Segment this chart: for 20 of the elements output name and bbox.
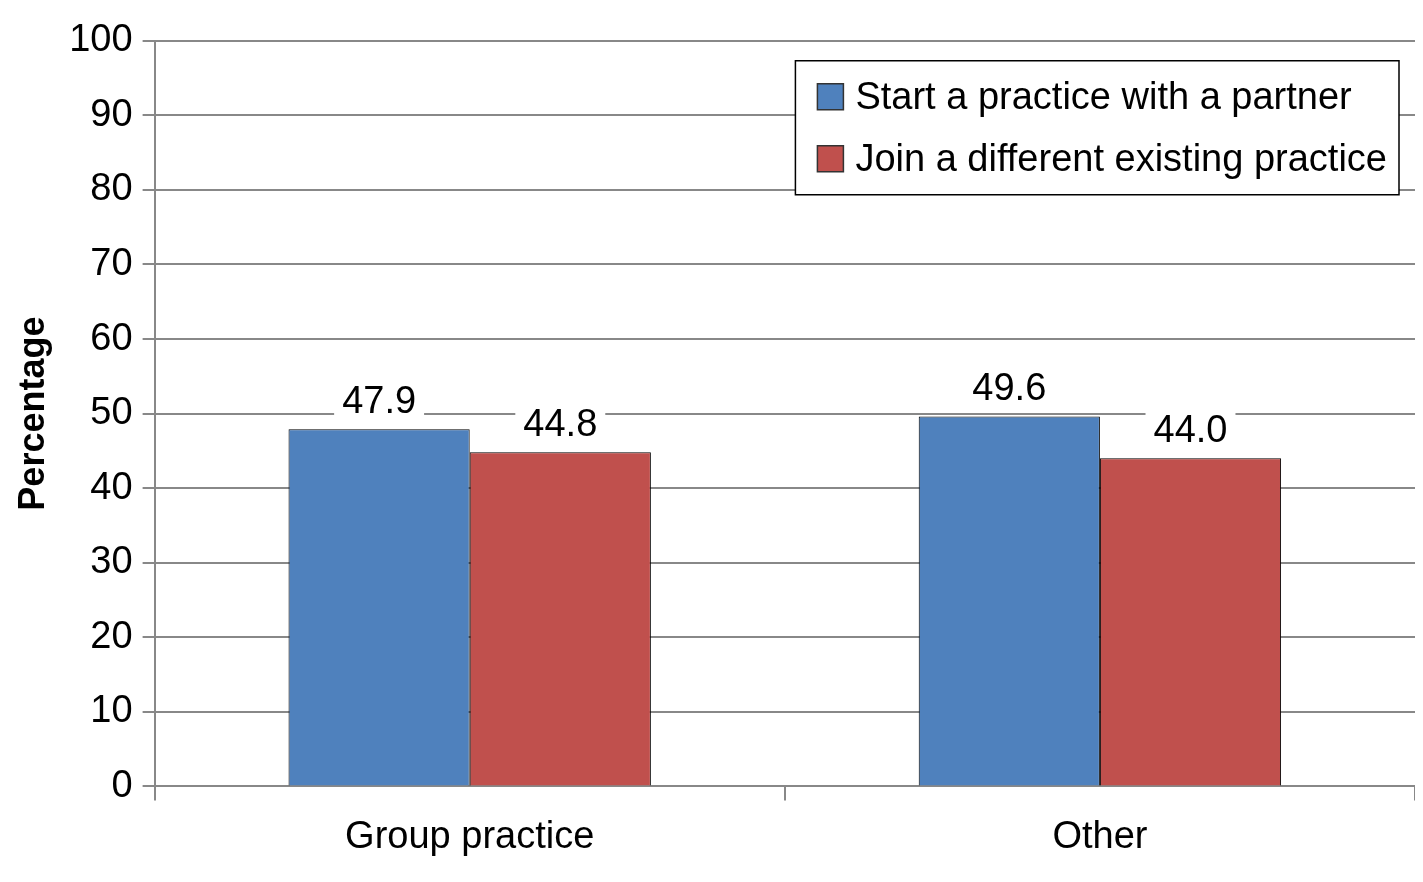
data-label: 44.8	[523, 401, 598, 444]
data-label: 47.9	[342, 378, 417, 421]
y-tick-label: 0	[111, 762, 133, 805]
legend-label: Start a practice with a partner	[855, 75, 1353, 118]
y-tick-label: 30	[90, 539, 133, 582]
legend-label: Join a different existing practice	[855, 137, 1387, 180]
y-axis-title: Percentage	[10, 316, 52, 511]
y-tick-label: 90	[90, 91, 133, 134]
data-label: 44.0	[1153, 407, 1228, 450]
x-tick-label: Group practice	[345, 813, 595, 856]
data-label: 49.6	[972, 366, 1047, 409]
y-tick-label: 20	[90, 613, 133, 656]
y-tick-label: 10	[90, 688, 133, 731]
x-tick-label: Other	[1052, 813, 1148, 856]
y-tick-label: 40	[90, 464, 133, 507]
y-tick-label: 50	[90, 390, 133, 433]
y-tick-label: 70	[90, 240, 133, 283]
y-tick-label: 100	[69, 17, 133, 60]
y-tick-label: 60	[90, 315, 133, 358]
y-tick-label: 80	[90, 166, 133, 209]
